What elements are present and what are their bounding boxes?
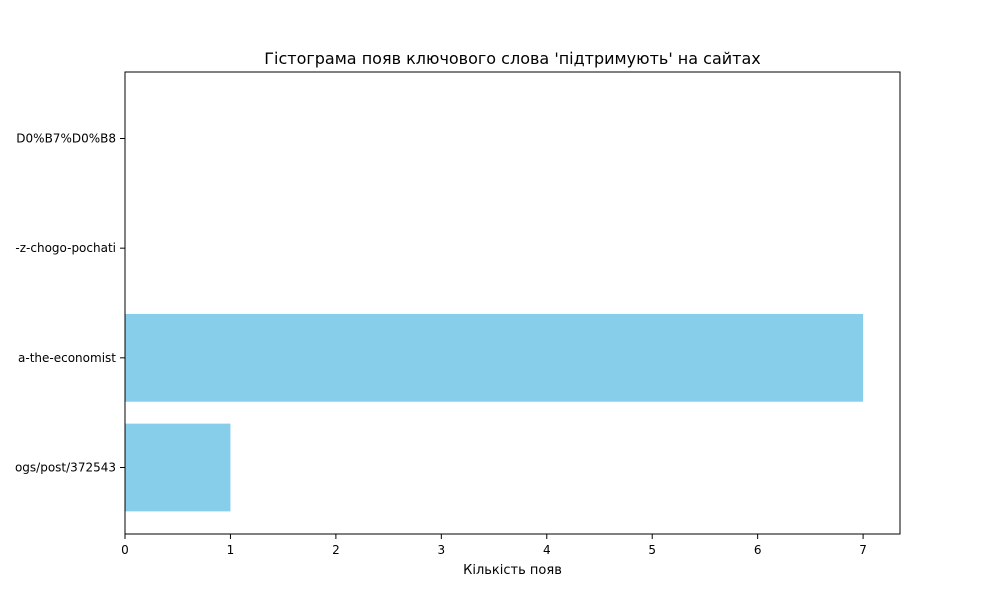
bar-1	[125, 313, 864, 402]
axes-frame	[124, 71, 901, 535]
x-tick-label: 5	[648, 543, 656, 557]
x-tick-label: 2	[332, 543, 340, 557]
x-tick-label: 3	[438, 543, 446, 557]
x-axis-label: Кількість появ	[463, 563, 562, 578]
bar-0	[125, 423, 231, 512]
x-tick-label: 0	[121, 543, 129, 557]
y-tick-label: -z-chogo-pochati	[15, 241, 116, 255]
y-tick-label: D0%B7%D0%B8	[16, 131, 116, 145]
x-tick-label: 4	[543, 543, 551, 557]
x-tick-label: 6	[754, 543, 762, 557]
x-ticks-group: 0 1 2 3 4 5 6 7	[121, 534, 867, 557]
x-tick-label: 1	[227, 543, 235, 557]
y-ticks-group: ogs/post/372543 a-the-economist -z-chogo-p…	[15, 131, 125, 475]
bars-group	[125, 313, 864, 512]
chart-title: Гістограма появ ключового слова 'підтрим…	[264, 49, 761, 68]
y-tick-label: a-the-economist	[18, 351, 116, 365]
x-tick-label: 7	[859, 543, 867, 557]
y-tick-label: ogs/post/372543	[15, 461, 116, 475]
